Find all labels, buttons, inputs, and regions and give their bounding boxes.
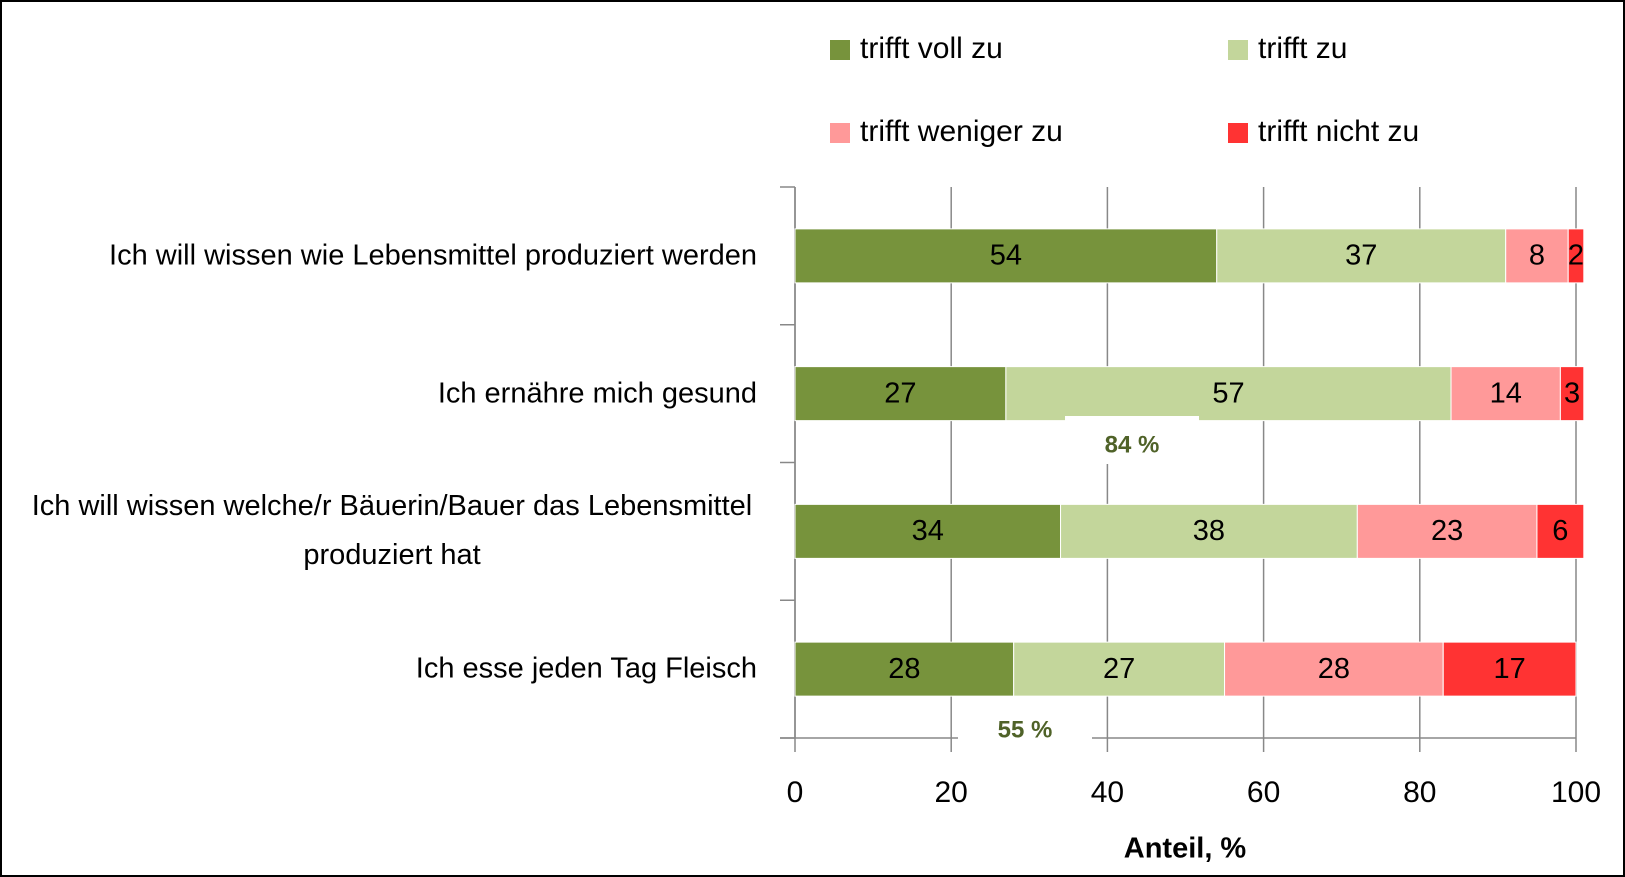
legend-label: trifft voll zu — [860, 32, 1003, 65]
y-tick-label-text: Ich will wissen wie Lebensmittel produzi… — [109, 239, 757, 272]
bar-segment — [794, 503, 1062, 559]
data-label: 27 — [1103, 653, 1135, 685]
data-label: 3 — [1564, 377, 1580, 409]
x-tick-label: 20 — [935, 776, 968, 809]
y-tick-label: Ich ernähre mich gesund — [27, 369, 757, 418]
x-tick-label: 60 — [1247, 776, 1280, 809]
bar-segment — [1060, 503, 1358, 559]
legend-label: trifft weniger zu — [860, 115, 1063, 148]
bar-segment — [794, 228, 1218, 284]
y-tick-label: Ich will wissen welche/r Bäuerin/Bauer d… — [27, 482, 757, 580]
x-tick-label: 0 — [787, 776, 804, 809]
legend-swatch — [830, 123, 850, 143]
bar-segment — [1005, 366, 1452, 422]
bar-segment — [1559, 366, 1585, 422]
data-label: 57 — [1212, 377, 1244, 409]
bar-segment — [794, 366, 1007, 422]
bar-segment — [1013, 641, 1226, 697]
bar-segment — [1567, 228, 1585, 284]
data-label: 34 — [912, 515, 944, 547]
data-label: 54 — [990, 240, 1022, 272]
annotation: 55 % — [998, 716, 1053, 743]
bar-segment — [1442, 641, 1577, 697]
bar-segment — [1536, 503, 1585, 559]
y-tick-label-text: Ich ernähre mich gesund — [437, 377, 757, 410]
annotation: 84 % — [1105, 431, 1160, 458]
x-axis-label: Anteil, % — [1124, 833, 1247, 865]
bar-segment — [1450, 366, 1561, 422]
data-label: 28 — [1318, 653, 1350, 685]
y-tick-label-text: Ich will wissen welche/r Bäuerin/Bauer d… — [31, 490, 753, 572]
y-tick-label: Ich will wissen wie Lebensmittel produzi… — [27, 231, 757, 280]
bar-segment — [1356, 503, 1538, 559]
annotation-background — [958, 701, 1092, 749]
x-tick-label: 100 — [1551, 776, 1601, 809]
data-label: 37 — [1345, 240, 1377, 272]
y-tick-label-text: Ich esse jeden Tag Fleisch — [415, 652, 757, 685]
data-label: 2 — [1568, 240, 1584, 272]
data-label: 8 — [1529, 240, 1545, 272]
bar-segment — [794, 641, 1015, 697]
data-label: 27 — [884, 377, 916, 409]
data-label: 23 — [1431, 515, 1463, 547]
data-label: 28 — [888, 653, 920, 685]
bar-segment — [1505, 228, 1569, 284]
legend-swatch — [1228, 40, 1248, 60]
data-label: 38 — [1193, 515, 1225, 547]
bar-segment — [1224, 641, 1444, 697]
legend-swatch — [830, 40, 850, 60]
legend-label: trifft zu — [1258, 32, 1347, 65]
data-label: 6 — [1552, 515, 1568, 547]
legend-label: trifft nicht zu — [1258, 115, 1419, 148]
data-label: 14 — [1490, 377, 1522, 409]
x-tick-label: 40 — [1091, 776, 1124, 809]
legend-swatch — [1228, 123, 1248, 143]
x-tick-label: 80 — [1403, 776, 1436, 809]
annotation-background — [1065, 416, 1199, 464]
data-label: 17 — [1493, 653, 1525, 685]
y-tick-label: Ich esse jeden Tag Fleisch — [27, 645, 757, 694]
bar-segment — [1216, 228, 1507, 284]
